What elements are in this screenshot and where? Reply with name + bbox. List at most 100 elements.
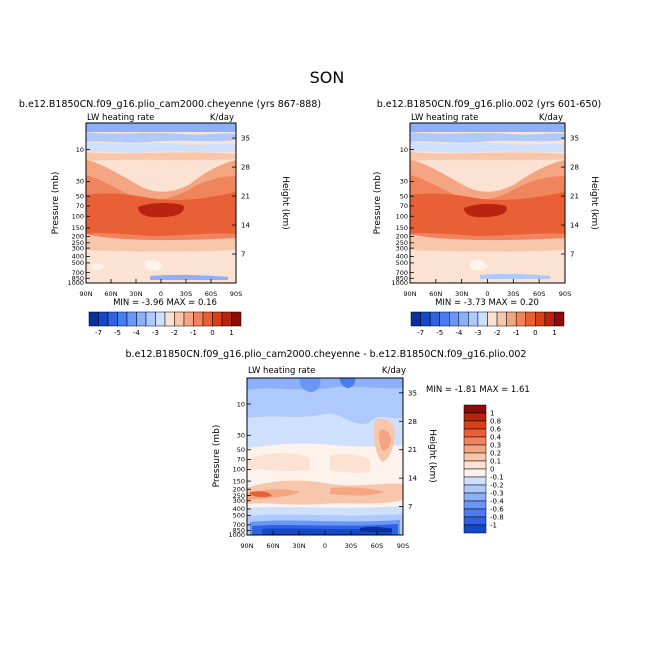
y2-axis-title: Height (km) (589, 176, 599, 230)
colorbar-swatch (126, 311, 137, 327)
colorbar-swatch (231, 311, 242, 327)
colorbar-swatch (463, 452, 487, 462)
pressure-tick-label: 200 (233, 485, 245, 493)
pressure-tick-label: 30 (237, 431, 245, 439)
height-tick-label: 35 (408, 389, 417, 397)
colorbar-label: -0.6 (490, 506, 504, 514)
colorbar-label: -0.2 (490, 482, 504, 490)
colorbar-swatch (506, 311, 517, 327)
colorbar-swatch (221, 311, 232, 327)
x-tick-label: 30S (180, 290, 192, 298)
height-tick-label: 7 (408, 503, 412, 511)
pressure-tick-label: 200 (396, 233, 408, 241)
x-tick-label: 0 (485, 290, 489, 298)
colorbar-label: -7 (95, 329, 102, 337)
x-tick-label: 60N (266, 542, 279, 550)
colorbar-label: 0.4 (490, 434, 502, 442)
pressure-tick-label: 500 (396, 259, 408, 267)
panel-subtitle: b.e12.B1850CN.f09_g16.plio_cam2000.cheye… (19, 99, 321, 110)
pressure-tick-label: 250 (233, 492, 245, 500)
colorbar-swatch (117, 311, 128, 327)
colorbar-swatch (463, 508, 487, 518)
x-tick-label: 30N (129, 290, 142, 298)
colorbar-label: -3 (152, 329, 159, 337)
x-tick-label: 90S (230, 290, 242, 298)
height-tick-label: 7 (570, 251, 574, 259)
x-tick-label: 30S (507, 290, 519, 298)
panel-cheyenne: b.e12.B1850CN.f09_g16.plio_cam2000.cheye… (19, 99, 321, 308)
colorbar-swatch (463, 428, 487, 438)
pressure-tick-label: 850 (233, 527, 245, 535)
pressure-tick-label: 400 (233, 505, 245, 513)
colorbar-swatch (174, 311, 185, 327)
colorbar-swatch (145, 311, 156, 327)
pressure-tick-label: 150 (233, 477, 245, 485)
x-tick-label: 90S (397, 542, 409, 550)
pressure-tick-label: 500 (233, 511, 245, 519)
y2-axis-title: Height (km) (280, 176, 290, 230)
pressure-tick-label: 400 (72, 253, 84, 261)
pressure-tick-label: 50 (237, 446, 245, 454)
colorbar-swatch (535, 311, 546, 327)
pressure-tick-label: 100 (396, 212, 408, 220)
colorbar-swatch (410, 311, 421, 327)
colorbar-swatch (429, 311, 440, 327)
height-tick-label: 35 (570, 135, 579, 143)
pressure-tick-label: 10 (237, 400, 245, 408)
height-tick-label: 14 (408, 475, 417, 483)
colorbar-label: 1 (229, 329, 233, 337)
x-axis-labels: 90N 60N 30N 0 30S 60S 90S (403, 279, 571, 298)
x-tick-label: 90N (79, 290, 92, 298)
pressure-tick-label: 250 (72, 239, 84, 247)
x-tick-label: 60N (429, 290, 442, 298)
colorbar-swatch (463, 468, 487, 478)
colorbar-swatch (183, 311, 194, 327)
height-tick-label: 14 (570, 222, 579, 230)
contour-field (410, 123, 565, 283)
colorbar-label: -7 (417, 329, 424, 337)
colorbar-label: 0 (210, 329, 214, 337)
pressure-tick-label: 700 (233, 521, 245, 529)
colorbar-swatch (468, 311, 479, 327)
height-tick-label: 21 (570, 193, 579, 201)
pressure-tick-label: 30 (76, 178, 84, 186)
colorbar-swatch (477, 311, 488, 327)
colorbar-label: -0.3 (490, 490, 504, 498)
panel-stats: MIN = -3.73 MAX = 0.20 (435, 298, 539, 308)
colorbar-label: -2 (494, 329, 501, 337)
colorbar-right: -7 -5 -4 -3 -2 -1 0 1 (410, 311, 565, 337)
x-tick-label: 60S (533, 290, 545, 298)
panel-left-label: LW heating rate (411, 113, 478, 123)
colorbar-swatch (463, 476, 487, 486)
colorbar-label: -0.8 (490, 514, 504, 522)
pressure-tick-label: 30 (400, 178, 408, 186)
pressure-tick-label: 200 (72, 233, 84, 241)
pressure-tick-label: 700 (396, 269, 408, 277)
colorbar-swatch (463, 436, 487, 446)
panel-left-label: LW heating rate (87, 113, 154, 123)
x-tick-label: 30N (455, 290, 468, 298)
x-tick-label: 60S (205, 290, 217, 298)
colorbar-swatch (487, 311, 498, 327)
x-tick-label: 60N (104, 290, 117, 298)
colorbar-swatch (449, 311, 460, 327)
height-axis-labels: 35 28 21 14 7 (232, 135, 250, 259)
height-axis-labels: 35 28 21 14 7 (399, 389, 417, 511)
colorbar-label: 0.2 (490, 450, 501, 458)
height-tick-label: 28 (241, 164, 250, 172)
colorbar-label: -2 (171, 329, 178, 337)
y-axis-title: Pressure (mb) (51, 172, 61, 235)
pressure-tick-label: 10 (400, 146, 408, 154)
x-tick-label: 90N (240, 542, 253, 550)
pressure-tick-label: 50 (400, 192, 408, 200)
contour-field (247, 378, 403, 535)
colorbar-swatch (463, 412, 487, 422)
colorbar-swatch (496, 311, 507, 327)
height-tick-label: 7 (241, 251, 245, 259)
pressure-tick-label: 300 (233, 497, 245, 505)
height-tick-label: 28 (408, 418, 417, 426)
colorbar-swatch (107, 311, 118, 327)
colorbar-swatch (212, 311, 223, 327)
pressure-tick-label: 300 (72, 244, 84, 252)
